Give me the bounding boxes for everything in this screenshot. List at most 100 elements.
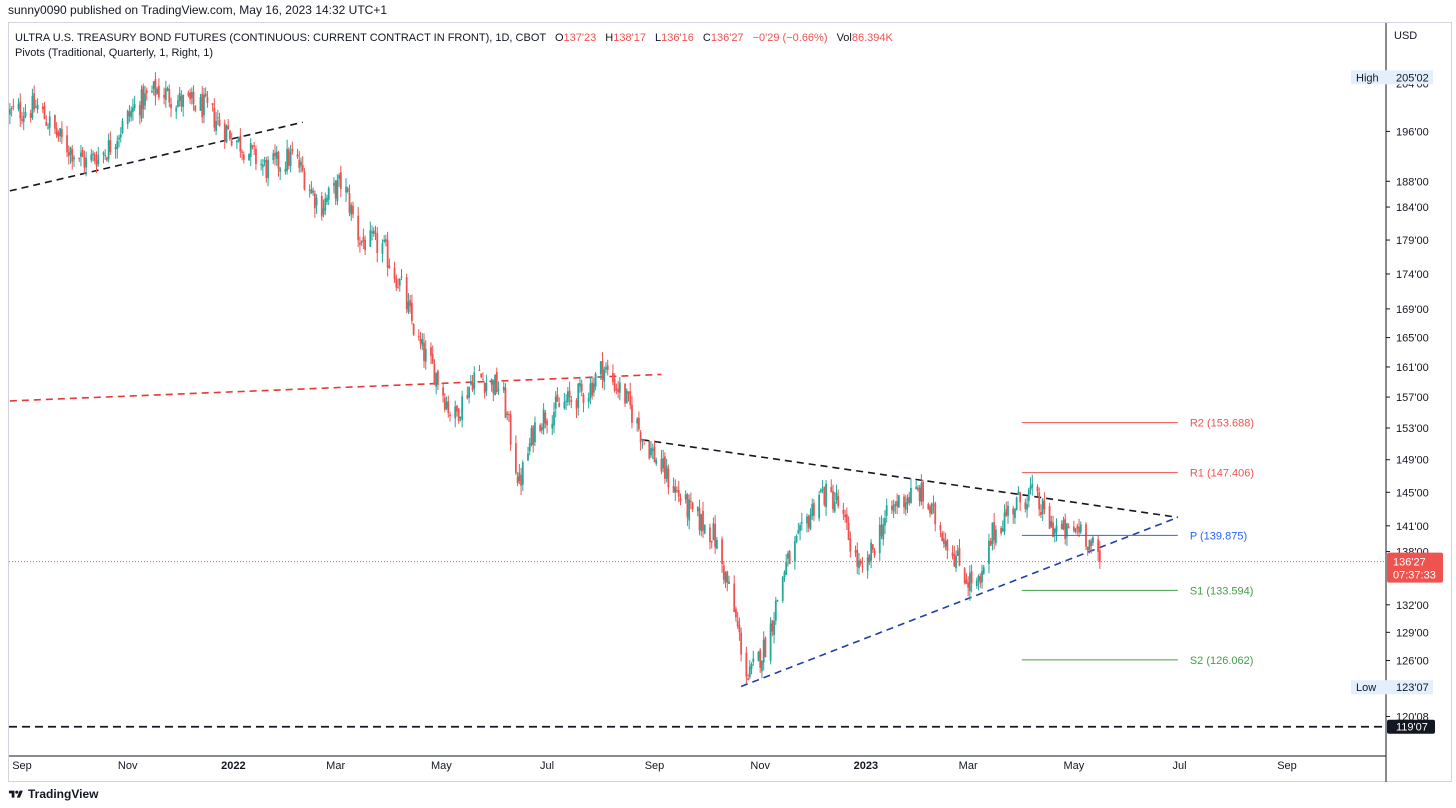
candle-body — [613, 378, 616, 391]
candle-body — [570, 399, 573, 403]
publish-info: sunny0090 published on TradingView.com, … — [8, 3, 388, 17]
candle-body — [769, 623, 772, 661]
y-tick-label: 157'00 — [1396, 392, 1429, 404]
candle-body — [858, 560, 860, 569]
candle-body — [568, 390, 571, 398]
candle-body — [710, 540, 713, 543]
candle-body — [421, 339, 424, 346]
candle-body — [45, 121, 48, 126]
candle-body — [1043, 501, 1046, 510]
candle-body — [958, 547, 961, 566]
candle-body — [338, 175, 341, 179]
candle-body — [275, 151, 278, 159]
x-tick-label: 2022 — [221, 760, 245, 772]
candle-body — [239, 135, 242, 152]
indicator-legend: Pivots (Traditional, Quarterly, 1, Right… — [15, 47, 214, 59]
candle-body — [346, 188, 349, 192]
candle-body — [69, 147, 72, 155]
candle-body — [800, 522, 803, 524]
y-tick-label: 149'00 — [1396, 455, 1429, 467]
candle-body — [216, 117, 219, 119]
candle-body — [946, 539, 949, 551]
candle-body — [227, 125, 230, 130]
candle-body — [177, 100, 179, 107]
candle-body — [982, 567, 985, 574]
candle-body — [988, 540, 990, 565]
candle-body — [95, 160, 98, 167]
candle-body — [903, 496, 905, 508]
candle-body — [237, 137, 240, 142]
candle-body — [1040, 512, 1042, 515]
extreme-value: 123'07 — [1396, 682, 1429, 694]
candle-body — [968, 573, 971, 592]
candle-body — [424, 348, 427, 362]
candle-body — [837, 496, 840, 507]
candle-body — [809, 514, 812, 530]
candle-body — [71, 149, 74, 162]
footer-brand[interactable]: TradingView — [8, 787, 98, 801]
candle-body — [648, 441, 651, 459]
candle-body — [795, 535, 798, 542]
candle-body — [157, 85, 160, 98]
candle-body — [965, 579, 968, 584]
candle-body — [92, 153, 94, 155]
candle-body — [43, 106, 46, 120]
currency-label[interactable]: USD — [1394, 30, 1418, 42]
last-price-value: 136'27 — [1393, 557, 1426, 569]
candle-body — [587, 397, 590, 402]
candle-body — [21, 118, 23, 121]
candle-body — [93, 154, 96, 161]
bottom-level-badge-bg — [1387, 719, 1435, 734]
candle-body — [494, 374, 496, 396]
candle-body — [953, 554, 956, 567]
candle-body — [199, 97, 202, 111]
candle-body — [929, 506, 931, 514]
candle-body — [617, 388, 620, 393]
candle-body — [249, 143, 252, 158]
candle-body — [546, 420, 548, 426]
candle-body — [116, 141, 119, 150]
candle-body — [407, 301, 410, 312]
candle-body — [733, 583, 736, 613]
y-tick-label: 179'00 — [1396, 235, 1429, 247]
candle-body — [296, 154, 299, 157]
candle-body — [643, 439, 646, 441]
candle-body — [688, 499, 691, 521]
candle-body — [553, 411, 555, 426]
candle-body — [1027, 489, 1030, 502]
close-label: C — [702, 32, 711, 44]
candle-body — [313, 193, 316, 209]
candle-body — [497, 389, 500, 392]
candle-body — [182, 94, 185, 107]
y-tick-label: 153'00 — [1396, 423, 1429, 435]
candle-body — [833, 501, 836, 512]
volume-value: 86.394K — [851, 32, 893, 44]
candle-body — [152, 81, 155, 90]
candle-body — [866, 557, 869, 571]
candle-body — [591, 382, 594, 396]
candle-body — [906, 497, 909, 505]
candle-body — [336, 179, 339, 202]
candle-body — [107, 140, 110, 160]
candle-body — [126, 110, 129, 125]
y-tick-label: 196'00 — [1396, 126, 1429, 138]
candle-body — [880, 524, 883, 537]
candle-body — [241, 151, 243, 153]
candle-body — [364, 239, 367, 251]
candle-body — [871, 544, 874, 550]
candle-body — [684, 494, 687, 500]
candle-body — [106, 157, 108, 161]
candle-body — [714, 523, 717, 548]
candle-body — [721, 539, 723, 565]
candle-body — [629, 391, 632, 406]
candle-body — [203, 94, 205, 116]
candle-body — [310, 189, 313, 194]
candle-body — [689, 500, 692, 502]
candle-body — [22, 116, 25, 122]
candle-body — [1055, 525, 1058, 533]
candle-body — [764, 637, 767, 658]
candle-body — [698, 508, 701, 531]
candle-body — [211, 103, 214, 106]
